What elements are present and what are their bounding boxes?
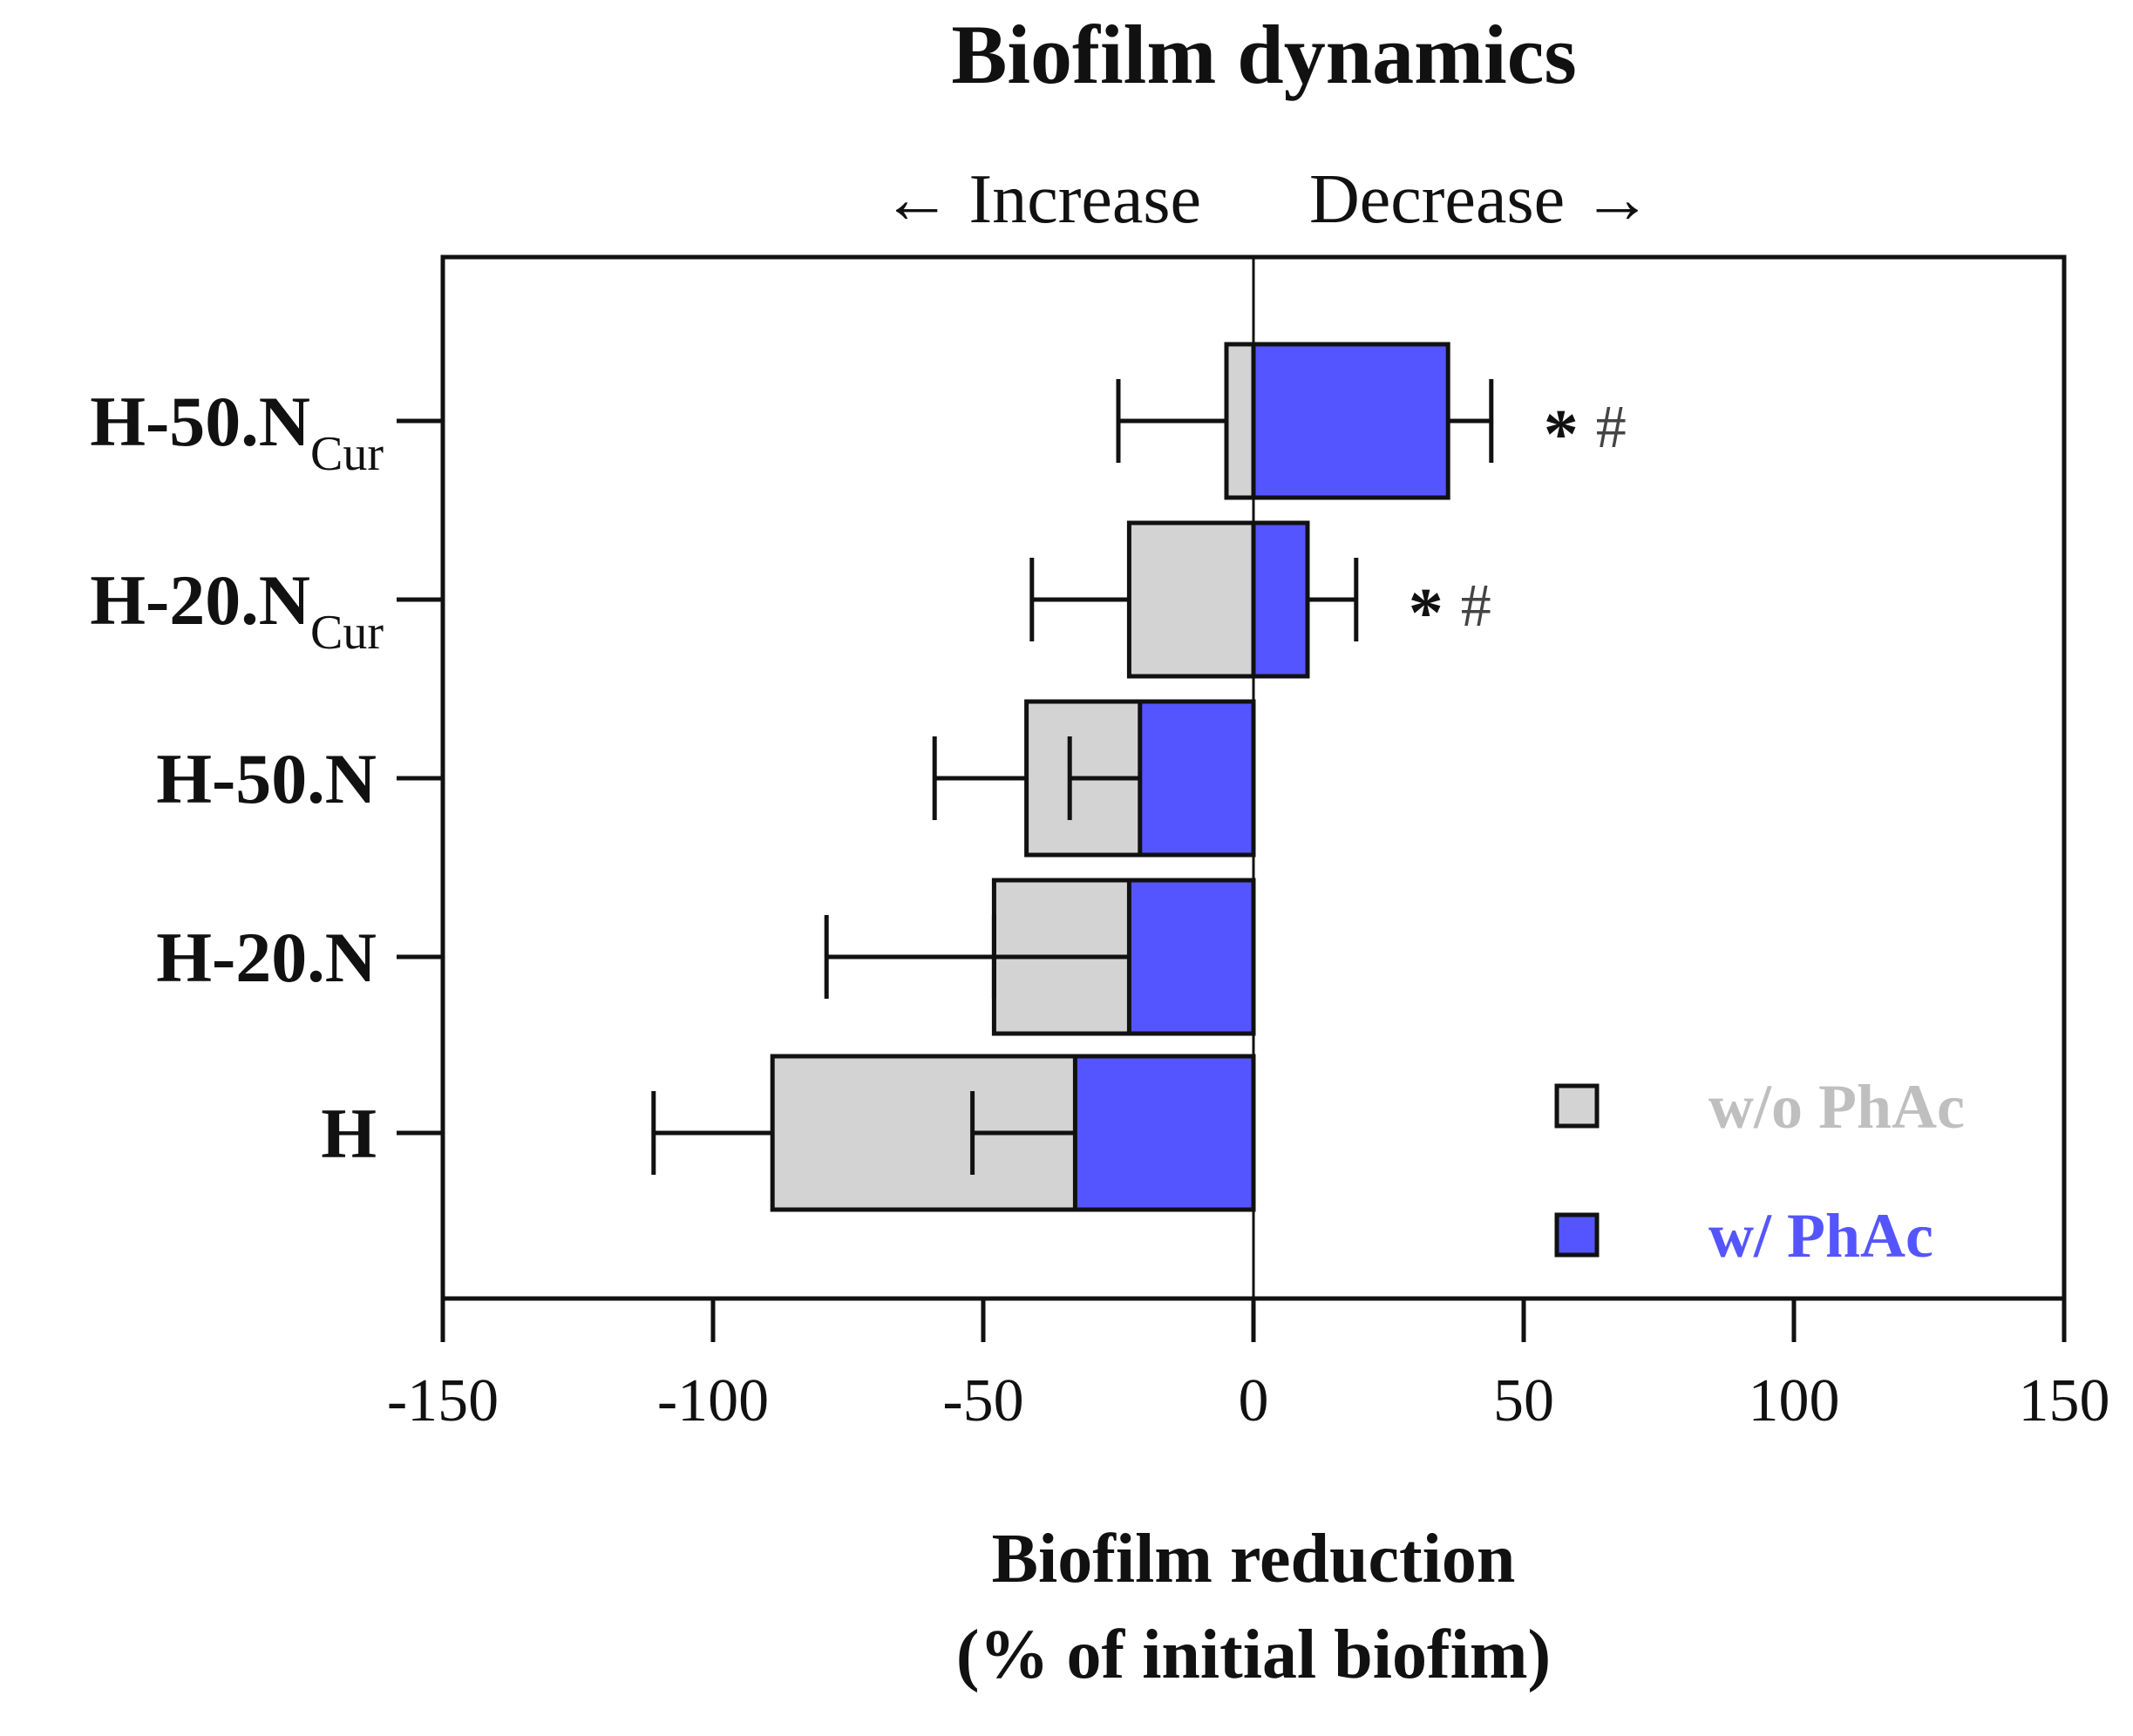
y-axis: H-50.NCur H-20.NCur H-50.N H-20.N H (90, 382, 443, 1173)
significance-hash: # (1461, 573, 1491, 640)
with-phac-bar (1251, 342, 1450, 500)
significance-star: * (1409, 575, 1444, 652)
x-tick-label: 50 (1493, 1367, 1554, 1434)
with-phac-bar (1072, 1054, 1256, 1212)
y-tick-label: H-50.N (156, 739, 377, 818)
x-tick-label: 0 (1239, 1367, 1269, 1434)
x-axis-title-line2: (% of initial biofim) (956, 1617, 1551, 1693)
x-axis-title-line1: Biofilm reduction (992, 1521, 1516, 1597)
without-phac-bar (1126, 520, 1256, 679)
decrease-label: Decrease → (1309, 161, 1652, 238)
legend-label: w/o PhAc (1708, 1072, 1965, 1142)
significance-star: * (1544, 397, 1579, 473)
x-tick-label: 100 (1749, 1367, 1840, 1434)
with-phac-bar (1251, 520, 1310, 679)
legend-label: w/ PhAc (1708, 1201, 1933, 1271)
legend: w/o PhAc w/ PhAc (1554, 1072, 1965, 1271)
significance-annotations: * # * # (1409, 394, 1627, 652)
with-phac-bar (1138, 699, 1256, 858)
y-tick-label: H-20.N (156, 918, 377, 997)
without-phac-bar (1224, 342, 1256, 500)
with-phac-bar (1126, 878, 1256, 1036)
legend-swatch (1554, 1212, 1600, 1258)
x-tick-label: 150 (2019, 1367, 2110, 1434)
y-tick-label: H (321, 1094, 377, 1173)
y-tick-label: H-20.NCur (90, 560, 384, 660)
chart-title: Biofilm dynamics (951, 8, 1576, 101)
y-tick-label: H-50.NCur (90, 382, 384, 481)
legend-swatch (1554, 1083, 1600, 1129)
significance-hash: # (1596, 394, 1627, 461)
x-tick-label: -50 (942, 1367, 1023, 1434)
bars (651, 342, 1494, 1212)
x-tick-label: -100 (657, 1367, 769, 1434)
increase-label: ← Increase (882, 161, 1201, 238)
x-tick-label: -150 (387, 1367, 499, 1434)
x-axis: -150 -100 -50 0 50 100 150 (387, 1299, 2110, 1434)
